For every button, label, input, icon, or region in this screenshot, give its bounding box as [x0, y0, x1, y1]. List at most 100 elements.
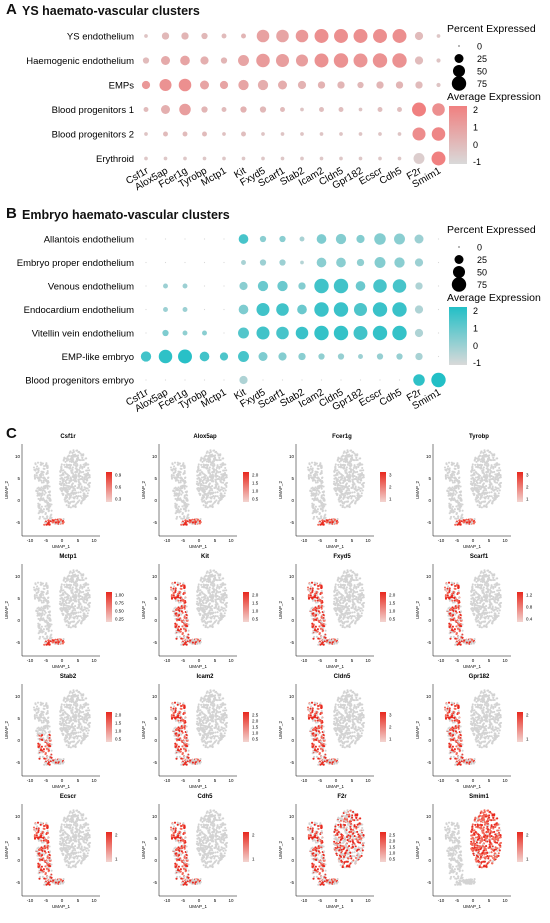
cell [70, 485, 73, 488]
cell [46, 487, 49, 490]
dot [163, 156, 168, 161]
cell [75, 449, 78, 452]
cell [315, 470, 318, 473]
cell [202, 476, 205, 479]
cell [66, 586, 69, 589]
cell [320, 515, 323, 518]
cell [81, 587, 84, 590]
dot [220, 57, 228, 64]
dot [202, 330, 207, 336]
cell [182, 582, 185, 585]
cell [40, 462, 44, 465]
cell [37, 502, 40, 505]
dot [397, 132, 402, 136]
cell [78, 458, 81, 461]
cell [68, 493, 71, 496]
dot [181, 32, 189, 40]
dot [161, 105, 170, 114]
color-legend-label: -1 [473, 358, 481, 368]
cell [184, 501, 187, 504]
dot [314, 325, 329, 341]
cell [480, 464, 484, 467]
cell [452, 494, 455, 497]
size-legend-label: 75 [477, 79, 487, 89]
cell [39, 496, 43, 500]
cell [454, 467, 457, 470]
cell [37, 476, 40, 479]
cell [360, 477, 363, 480]
dot [437, 308, 440, 311]
cell [215, 485, 218, 489]
cell [88, 469, 91, 472]
cell [214, 491, 217, 494]
cell [336, 641, 339, 644]
cell [202, 463, 205, 466]
dot [262, 379, 264, 381]
cell [469, 482, 472, 485]
cell [72, 569, 75, 572]
dot [300, 156, 304, 161]
cell [210, 480, 214, 483]
cell [47, 510, 50, 513]
cell [347, 480, 351, 483]
cell [450, 475, 453, 478]
cell [217, 485, 220, 488]
cell [339, 504, 342, 507]
cell [314, 479, 317, 482]
cell [69, 476, 72, 479]
cell [66, 604, 69, 607]
dot [241, 131, 246, 137]
dot [222, 156, 226, 161]
cell [477, 490, 480, 493]
cell [46, 604, 50, 607]
dot [183, 156, 187, 161]
cell [489, 466, 492, 470]
cell [208, 574, 212, 577]
cell [185, 610, 189, 613]
cell [332, 482, 335, 485]
cell [39, 616, 43, 620]
color-legend-bar [449, 106, 467, 164]
cell [46, 596, 50, 600]
dot [222, 132, 226, 136]
cell [221, 496, 225, 499]
cell [338, 497, 341, 500]
cell [178, 635, 181, 638]
cell [83, 492, 86, 495]
cell [75, 470, 78, 473]
cell [321, 510, 324, 513]
cell [62, 606, 65, 609]
dot [298, 282, 306, 290]
umap-legend-label: 2.0 [252, 473, 259, 478]
cell [36, 596, 39, 599]
cell [34, 589, 37, 592]
cell [183, 495, 186, 498]
cell [204, 486, 207, 489]
cell [60, 583, 63, 586]
dot [158, 349, 173, 364]
cell [38, 619, 42, 622]
cell [70, 458, 74, 461]
cell [83, 601, 86, 604]
cell [480, 486, 483, 490]
dot [437, 285, 440, 287]
cell [357, 465, 360, 468]
cell [60, 465, 63, 468]
x-tick-label: -5 [44, 658, 48, 663]
cell [209, 620, 212, 623]
cell [76, 464, 79, 467]
cell [472, 492, 475, 495]
cell [218, 598, 221, 601]
cell [342, 495, 346, 498]
cell [222, 607, 225, 610]
cell [345, 475, 349, 479]
dot [394, 233, 405, 245]
cell [205, 495, 209, 498]
cell [357, 481, 360, 484]
size-legend-dot [452, 265, 466, 279]
cell [202, 457, 205, 460]
expressing-cell [317, 619, 320, 622]
expressing-cell [174, 596, 177, 599]
cell [72, 463, 75, 466]
cell [206, 501, 209, 504]
